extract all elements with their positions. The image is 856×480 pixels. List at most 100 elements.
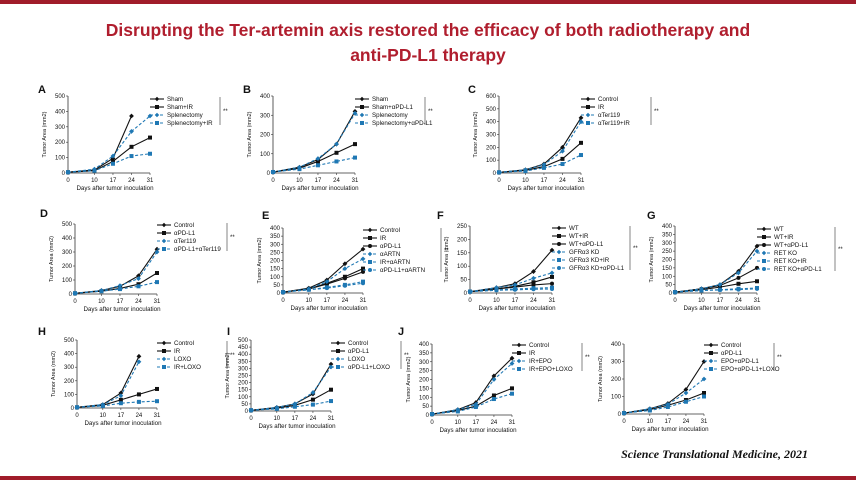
x-tick-label: 17 [541,178,548,184]
data-point [531,269,536,274]
data-point [491,377,497,382]
data-point [129,129,134,134]
y-axis-title-c: Tumor Area (mm2) [473,111,479,157]
legend-marker [162,231,166,235]
significance-marker: ** [777,355,782,361]
data-point [717,287,722,292]
data-point [541,162,547,168]
legend-label: Splenectomy+αPD-L1 [372,120,433,127]
y-tick-label: 0 [669,291,673,297]
legend-label: RET KO+IR [774,258,807,265]
legend-marker [336,349,340,353]
legend-label: Control [598,96,618,103]
legend-marker [161,238,167,244]
legend-marker [557,266,561,270]
series-line [498,142,582,173]
data-point [110,153,116,159]
y-tick-label: 150 [662,266,673,272]
legend-marker [556,249,562,255]
y-tick-label: 100 [270,275,281,281]
series-line [74,272,158,294]
data-point [324,282,329,287]
data-point [281,290,285,295]
y-tick-label: 300 [64,365,75,371]
y-tick-label: 100 [238,395,249,401]
data-point [136,282,141,287]
y-tick-label: 200 [62,264,73,270]
legend-label: WT+αPD-L1 [774,242,809,249]
data-point [136,392,141,397]
y-tick-label: 0 [493,171,497,177]
data-point [155,386,159,391]
legend-label: αARTN [380,251,400,258]
series-line [76,356,140,408]
series-line [431,387,513,415]
series-line [76,400,158,408]
significance-marker: ** [654,109,659,115]
series-line [623,395,705,414]
data-point [66,170,70,175]
legend-label: Control [348,340,368,347]
legend-label: IR [174,348,181,355]
series-line [674,267,758,293]
series-line [498,117,582,173]
legend-marker [368,244,372,248]
top-accent-bar [0,0,856,4]
x-tick-label: 0 [430,420,434,426]
series-line [250,363,332,411]
data-point [155,271,159,275]
significance-marker: ** [230,235,235,241]
series-line [282,258,364,293]
panel-label-e: E [262,210,269,222]
y-tick-label: 100 [611,395,622,401]
data-point [494,288,499,293]
x-tick-label: 31 [549,298,556,304]
x-axis-title-h: Days after tumor inoculation [84,420,162,427]
x-tick-label: 31 [360,298,367,304]
x-tick-label: 31 [509,420,516,426]
legend-marker [762,235,766,239]
legend-label: Splenectomy [372,112,409,119]
x-tick-label: 24 [310,416,317,422]
y-tick-label: 300 [55,125,66,131]
x-axis-title-j: Days after tumor inoculation [439,427,517,434]
y-tick-label: 200 [419,378,430,384]
legend-marker [516,358,522,364]
legend-label: GFRα3 KD+IR [569,257,610,264]
x-tick-label: 17 [512,298,519,304]
data-point [509,361,515,366]
legend-label: Control [380,227,400,234]
panel-label-b: B [243,84,251,96]
data-point [683,387,689,392]
y-tick-label: 300 [486,133,497,139]
data-point [755,279,759,284]
y-axis-title-i: Tumor Area (mm2) [225,352,231,398]
legend-label: αPD-L1 [721,350,743,357]
data-point [491,393,496,398]
data-point [701,376,707,382]
data-point [315,159,320,164]
x-tick-label: 0 [73,299,77,305]
legend-marker [556,225,562,231]
data-point [736,281,741,286]
panel-label-h: H [38,326,46,338]
y-tick-label: 0 [69,292,73,298]
legend-label: Sham [167,96,183,103]
data-point [99,289,104,294]
data-point [550,281,554,286]
y-tick-label: 200 [64,379,75,385]
data-point [110,161,115,166]
data-point [310,390,316,395]
legend-label: αTer119 [598,112,621,119]
series-line [431,393,513,415]
y-tick-label: 0 [464,291,468,297]
significance-marker: ** [230,353,235,359]
legend-label: Control [174,222,194,229]
x-tick-label: 0 [281,298,285,304]
y-tick-label: 350 [270,234,281,240]
data-point [92,168,97,173]
series-line [250,366,332,411]
data-point [497,170,501,175]
series-line [282,282,364,293]
data-point [647,408,652,413]
